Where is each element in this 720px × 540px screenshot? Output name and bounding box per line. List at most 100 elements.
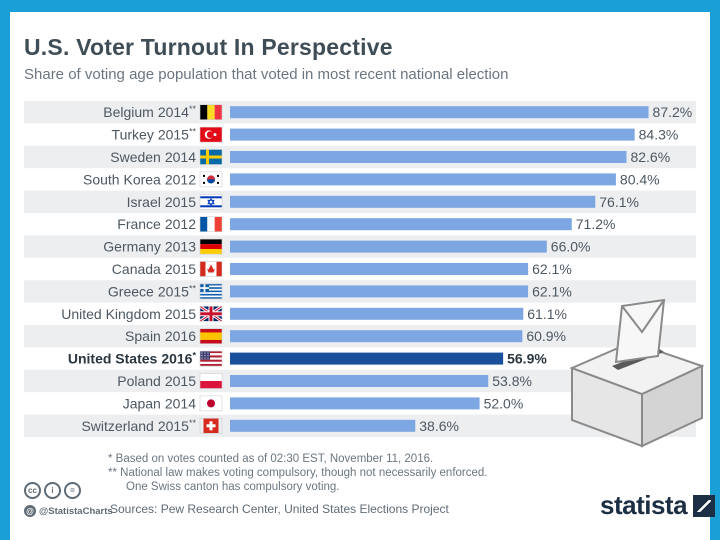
country-name: Japan <box>123 395 161 411</box>
country-name: United States <box>68 351 158 367</box>
footnote-2: ** National law makes voting compulsory,… <box>108 467 488 479</box>
bar <box>230 151 627 163</box>
election-year: 2012 <box>165 216 196 232</box>
flag-icon <box>199 149 223 165</box>
category-label: Japan 2014 <box>123 395 197 411</box>
election-year: 2016 <box>165 328 196 344</box>
bar <box>230 106 649 119</box>
election-year: 2016 <box>161 351 192 367</box>
statista-logo[interactable]: statista <box>600 490 716 521</box>
flag-icon <box>199 104 223 120</box>
country-name: Poland <box>117 373 161 389</box>
flag-icon <box>199 417 223 434</box>
category-label: United Kingdom 2015 <box>61 306 196 322</box>
bar-row: Sweden 2014 82.6% <box>24 145 696 169</box>
election-year: 2015 <box>158 283 189 299</box>
category-label: Israel 2015 <box>127 194 197 210</box>
country-name: United Kingdom <box>61 306 161 322</box>
flag-icon <box>199 350 223 367</box>
country-name: Canada <box>112 261 161 277</box>
election-year: 2014 <box>158 104 189 120</box>
flag-icon <box>199 395 223 412</box>
ballot-box-illustration <box>569 298 705 448</box>
bar-row: France 2012 71.2% <box>117 216 615 232</box>
category-label: Poland 2015 <box>117 373 196 389</box>
flag-icon <box>199 216 223 232</box>
bar <box>230 330 523 343</box>
footnote-mark: ** <box>189 283 197 293</box>
bar-row: Israel 2015 76.1% <box>24 190 696 213</box>
footnote-3: One Swiss canton has compulsory voting. <box>126 481 340 493</box>
bar-row: South Korea 2012 80.4% <box>83 171 660 187</box>
election-year: 2015 <box>158 127 189 143</box>
value-label: 61.1% <box>527 306 567 322</box>
election-year: 2014 <box>165 149 196 165</box>
value-label: 82.6% <box>630 149 670 165</box>
social-handle[interactable]: @ @StatistaCharts <box>24 505 113 517</box>
category-label: Greece 2015** <box>108 283 197 299</box>
country-name: Greece <box>108 283 154 299</box>
footnote-mark: ** <box>189 127 197 137</box>
flag-icon <box>199 283 223 300</box>
category-label: Turkey 2015** <box>112 127 197 143</box>
bar <box>230 240 547 253</box>
footnotes: * Based on votes counted as of 02:30 EST… <box>108 452 487 494</box>
no-derivatives-icon: = <box>64 482 81 499</box>
bar-row: Belgium 2014** 87.2% <box>24 101 696 124</box>
category-label: Spain 2016 <box>125 328 196 344</box>
value-label: 80.4% <box>620 171 660 187</box>
country-name: Spain <box>125 328 161 344</box>
country-name: Israel <box>127 194 161 210</box>
category-label: France 2012 <box>117 216 196 232</box>
right-frame <box>710 0 720 540</box>
license-icons: cc i = <box>24 482 81 499</box>
chart-subtitle: Share of voting age population that vote… <box>24 66 509 83</box>
chart-title: U.S. Voter Turnout In Perspective <box>24 34 393 60</box>
flag-icon <box>199 373 223 389</box>
category-label: Canada 2015 <box>112 261 196 277</box>
attribution-icon: i <box>44 482 61 499</box>
chart-card <box>10 12 710 540</box>
election-year: 2012 <box>165 171 196 187</box>
top-frame <box>0 0 720 12</box>
flag-icon <box>199 305 223 323</box>
election-year: 2014 <box>165 395 196 411</box>
category-label: Switzerland 2015** <box>81 418 196 434</box>
flag-icon <box>199 261 223 277</box>
bar <box>230 195 596 208</box>
flag-icon <box>199 171 223 188</box>
left-frame <box>0 0 10 540</box>
value-label: 62.1% <box>532 261 572 277</box>
value-label: 53.8% <box>492 373 532 389</box>
bar <box>230 173 616 186</box>
bar <box>230 375 489 387</box>
flag-icon <box>199 194 223 210</box>
footnote-mark: ** <box>189 418 197 428</box>
logo-wordmark: statista <box>600 490 688 520</box>
value-label: 84.3% <box>639 127 679 143</box>
bar-row: Greece 2015** 62.1% <box>24 280 696 303</box>
bar <box>230 285 529 298</box>
category-label: Germany 2013 <box>103 239 196 255</box>
category-label: Belgium 2014** <box>103 104 196 120</box>
bar <box>230 397 480 410</box>
bar-row: Spain 2016 60.9% <box>24 325 696 348</box>
bar-row: Germany 2013 66.0% <box>24 235 696 258</box>
category-label: Sweden 2014 <box>110 149 196 165</box>
footnote-mark: ** <box>189 104 197 114</box>
country-name: Belgium <box>103 104 154 120</box>
value-label: 56.9% <box>507 351 547 367</box>
bar-row: United States 2016* 56.9% <box>68 351 548 367</box>
bar <box>230 218 572 231</box>
country-name: Switzerland <box>81 418 153 434</box>
creative-commons-icon: cc <box>24 482 41 499</box>
flag-icon <box>199 126 223 143</box>
value-label: 76.1% <box>599 194 639 210</box>
election-year: 2015 <box>165 306 196 322</box>
election-year: 2015 <box>165 194 196 210</box>
flag-icon <box>199 328 223 345</box>
bar-row: Switzerland 2015** 38.6% <box>24 414 696 437</box>
election-year: 2015 <box>165 261 196 277</box>
country-name: Germany <box>103 239 161 255</box>
